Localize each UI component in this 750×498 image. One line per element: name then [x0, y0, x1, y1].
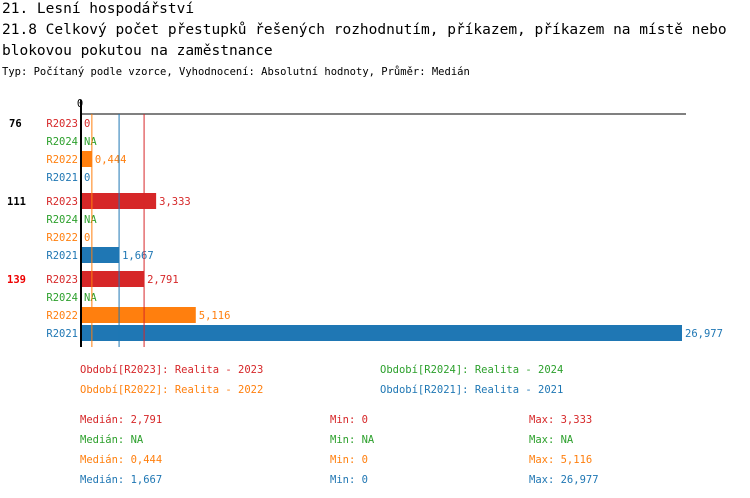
- bar-R2022: [82, 151, 92, 167]
- stat-max: Max: 26,977: [529, 474, 599, 486]
- data-label: 0,444: [95, 154, 127, 166]
- series-label: R2024: [46, 214, 78, 226]
- stat-median: Medián: NA: [80, 434, 144, 446]
- series-label: R2021: [46, 172, 78, 184]
- series-label: R2024: [46, 292, 78, 304]
- bar-R2021: [82, 325, 682, 341]
- bar-R2021: [82, 247, 120, 263]
- series-label: R2024: [46, 136, 78, 148]
- stat-median: Medián: 1,667: [80, 474, 162, 486]
- data-label: 1,667: [122, 250, 154, 262]
- group-label: 111: [7, 196, 26, 208]
- stat-min: Min: 0: [330, 474, 368, 486]
- data-label: 5,116: [199, 310, 231, 322]
- stat-max: Max: 5,116: [529, 454, 592, 466]
- stat-median: Medián: 0,444: [80, 454, 162, 466]
- stat-median: Medián: 2,791: [80, 414, 162, 426]
- legend-item-R2023: Období[R2023]: Realita - 2023: [80, 364, 263, 376]
- bar-R2023: [82, 271, 145, 287]
- series-label: R2021: [46, 328, 78, 340]
- data-label: 2,791: [147, 274, 179, 286]
- series-label: R2022: [46, 232, 78, 244]
- series-label: R2021: [46, 250, 78, 262]
- series-label: R2023: [46, 118, 78, 130]
- data-label: 26,977: [685, 328, 723, 340]
- chart-meta: Typ: Počítaný podle vzorce, Vyhodnocení:…: [2, 66, 470, 78]
- data-label: NA: [84, 292, 97, 304]
- stat-min: Min: 0: [330, 414, 368, 426]
- series-label: R2023: [46, 274, 78, 286]
- stat-min: Min: NA: [330, 434, 375, 446]
- stat-max: Max: NA: [529, 434, 574, 446]
- group-label: 139: [7, 274, 26, 286]
- data-label: 0: [84, 232, 90, 244]
- series-label: R2022: [46, 310, 78, 322]
- stat-max: Max: 3,333: [529, 414, 592, 426]
- legend-item-R2022: Období[R2022]: Realita - 2022: [80, 384, 263, 396]
- legend-item-R2024: Období[R2024]: Realita - 2024: [380, 364, 563, 376]
- data-label: 0: [84, 172, 90, 184]
- series-label: R2022: [46, 154, 78, 166]
- data-label: NA: [84, 214, 97, 226]
- group-label: 76: [9, 118, 22, 130]
- legend-item-R2021: Období[R2021]: Realita - 2021: [380, 384, 563, 396]
- data-label: 0: [84, 118, 90, 130]
- data-label: NA: [84, 136, 97, 148]
- stat-min: Min: 0: [330, 454, 368, 466]
- page-title: 21. Lesní hospodářství: [2, 1, 195, 17]
- bar-R2022: [82, 307, 196, 323]
- series-label: R2023: [46, 196, 78, 208]
- data-label: 3,333: [159, 196, 191, 208]
- chart-title: 21.8 Celkový počet přestupků řešených ro…: [2, 22, 727, 59]
